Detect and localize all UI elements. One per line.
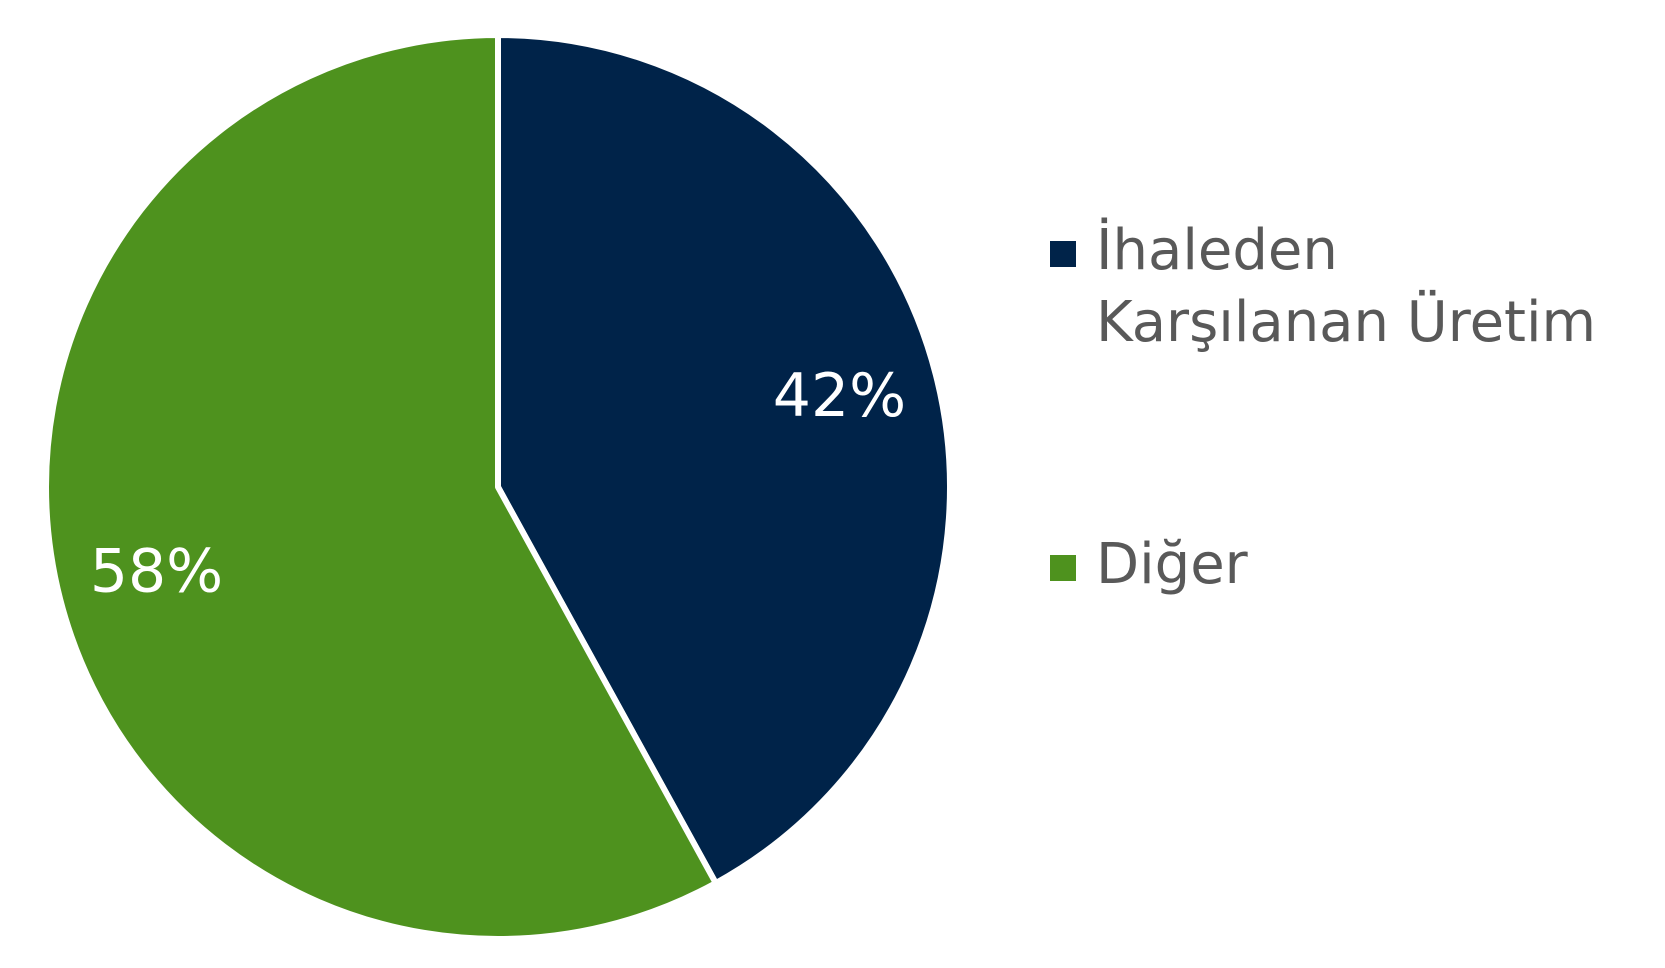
pie-slice	[43, 32, 719, 942]
data-label: 42%	[773, 361, 906, 431]
legend-label: Diğer	[1096, 532, 1248, 597]
chart: 42% 58%	[43, 32, 953, 942]
legend-swatch	[1050, 555, 1076, 581]
legend-label: İhaleden Karşılanan Üretim	[1096, 218, 1597, 355]
legend: İhaleden Karşılanan Üretim Diğer	[1050, 215, 1610, 771]
legend-swatch	[1050, 241, 1076, 267]
pie-slice	[495, 32, 953, 887]
data-label: 58%	[90, 536, 223, 606]
legend-item: İhaleden Karşılanan Üretim	[1050, 215, 1610, 359]
legend-item: Diğer	[1050, 529, 1610, 601]
